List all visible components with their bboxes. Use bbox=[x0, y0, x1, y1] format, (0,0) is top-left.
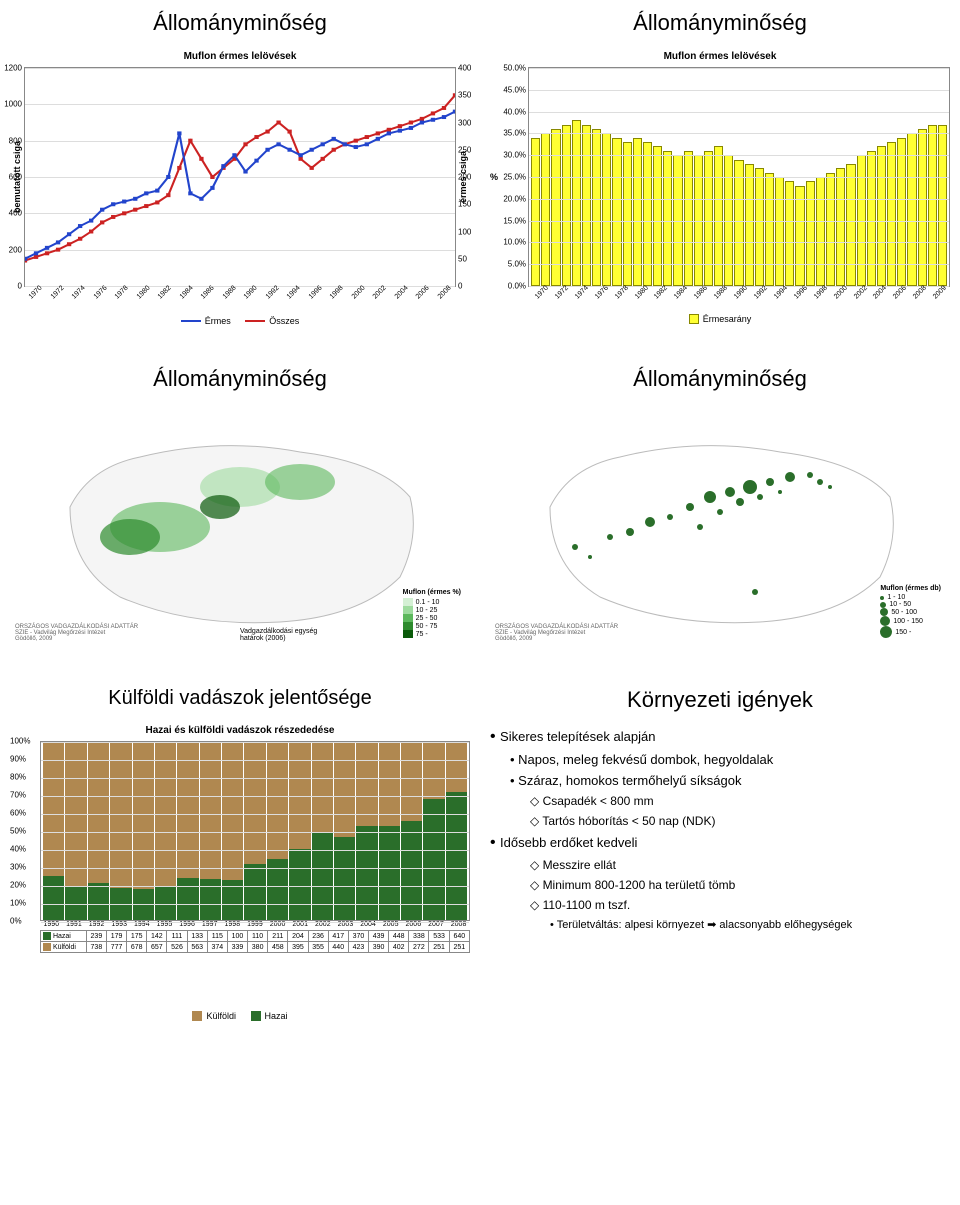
legend-label: Érmesarány bbox=[703, 314, 752, 324]
chart-subtitle: Hazai és külföldi vadászok részededése bbox=[10, 725, 470, 736]
legend-osszes: Összes bbox=[245, 316, 299, 326]
bullet-item: Messzire ellát bbox=[490, 858, 950, 872]
map-credit: ORSZÁGOS VADGAZDÁLKODÁSI ADATTÁR SZIE - … bbox=[15, 624, 138, 642]
bullet-item: Területváltás: alpesi környezet ➡ alacso… bbox=[490, 918, 950, 931]
bullet-item: Napos, meleg fekvésű dombok, hegyoldalak bbox=[490, 752, 950, 767]
bullet-item: Sikeres telepítések alapján bbox=[490, 728, 950, 746]
bullet-item: Idősebb erdőket kedveli bbox=[490, 834, 950, 852]
y-right-label: érmes csiga bbox=[456, 67, 470, 287]
stacked-bars bbox=[40, 741, 470, 921]
bar-legend: Érmesarány bbox=[490, 314, 950, 326]
bar-chart: % 0.0%5.0%10.0%15.0%20.0%25.0%30.0%35.0%… bbox=[490, 67, 950, 287]
stacked-legend: Külföldi Hazai bbox=[10, 1011, 470, 1023]
bullet-item: Száraz, homokos termőhelyű síkságok bbox=[490, 773, 950, 788]
legend-square-hazai bbox=[251, 1011, 261, 1021]
panel-title: Állományminőség bbox=[10, 366, 470, 392]
legend-hazai: Hazai bbox=[251, 1011, 288, 1021]
map-legend-title: Muflon (érmes %) bbox=[403, 589, 461, 596]
legend-label-ermes: Érmes bbox=[205, 316, 231, 326]
bullet-list: Sikeres telepítések alapján Napos, meleg … bbox=[490, 728, 950, 931]
bullet-item: Tartós hóborítás < 50 nap (NDK) bbox=[490, 814, 950, 828]
map-legend: Muflon (érmes %) 0.1 - 1010 - 2525 - 505… bbox=[399, 585, 465, 642]
panel-map-choropleth: Állományminőség ORSZÁGOS VADGAZDÁLKODÁSI… bbox=[10, 366, 470, 647]
row-2: Állományminőség ORSZÁGOS VADGAZDÁLKODÁSI… bbox=[10, 366, 950, 647]
line-x-labels: 1970197219741976197819801982198419861988… bbox=[25, 289, 455, 296]
bullet-item: Minimum 800-1200 ha területű tömb bbox=[490, 878, 950, 892]
panel-title: Külföldi vadászok jelentősége bbox=[10, 687, 470, 710]
panel-bullets: Környezeti igények Sikeres telepítések a… bbox=[490, 687, 950, 1023]
legend-line-ermes bbox=[181, 320, 201, 322]
legend-ermes: Érmes bbox=[181, 316, 231, 326]
map-legend-title: Muflon (érmes db) bbox=[880, 585, 941, 592]
map-sublegend: Vadgazdálkodási egység határok (2006) bbox=[240, 628, 317, 642]
line-legend: Érmes Összes bbox=[10, 314, 470, 326]
panel-map-dots: Állományminőség ORSZÁGOS VADGAZDÁLKODÁSI… bbox=[490, 366, 950, 647]
bar-chart-area: 0.0%5.0%10.0%15.0%20.0%25.0%30.0%35.0%40… bbox=[528, 67, 950, 287]
bullet-item: Csapadék < 800 mm bbox=[490, 794, 950, 808]
legend-label-kulfoldi: Külföldi bbox=[206, 1011, 236, 1021]
bar-x-labels: 1970197219741976197819801982198419861988… bbox=[532, 289, 950, 296]
bullets-title: Környezeti igények bbox=[490, 687, 950, 713]
panel-stacked-chart: Külföldi vadászok jelentősége Hazai és k… bbox=[10, 687, 470, 1023]
map-credit: ORSZÁGOS VADGAZDÁLKODÁSI ADATTÁR SZIE - … bbox=[495, 624, 618, 642]
chart-subtitle: Muflon érmes lelövések bbox=[490, 51, 950, 62]
legend-label-osszes: Összes bbox=[269, 316, 299, 326]
row-1: Állományminőség Muflon érmes lelövések b… bbox=[10, 10, 950, 326]
legend-square-kulfoldi bbox=[192, 1011, 202, 1021]
legend-square bbox=[689, 314, 699, 324]
map-legend: Muflon (érmes db) 1 - 1010 - 5050 - 1001… bbox=[876, 581, 945, 642]
bullet-item: 110-1100 m tszf. bbox=[490, 898, 950, 912]
map-choropleth: ORSZÁGOS VADGAZDÁLKODÁSI ADATTÁR SZIE - … bbox=[10, 407, 470, 647]
panel-title: Állományminőség bbox=[490, 366, 950, 392]
line-chart: bemutatott csiga 02004006008001000120005… bbox=[10, 67, 470, 287]
legend-ermesarany: Érmesarány bbox=[689, 314, 752, 324]
line-chart-area: 0200400600800100012000501001502002503003… bbox=[24, 67, 456, 287]
panel-title: Állományminőség bbox=[10, 10, 470, 36]
data-table: Hazai23917917514211113311510011021120423… bbox=[40, 930, 470, 953]
legend-kulfoldi: Külföldi bbox=[192, 1011, 236, 1021]
chart-subtitle: Muflon érmes lelövések bbox=[10, 51, 470, 62]
legend-label-hazai: Hazai bbox=[265, 1011, 288, 1021]
map-dots: ORSZÁGOS VADGAZDÁLKODÁSI ADATTÁR SZIE - … bbox=[490, 407, 950, 647]
panel-title: Állományminőség bbox=[490, 10, 950, 36]
panel-line-chart: Állományminőség Muflon érmes lelövések b… bbox=[10, 10, 470, 326]
stacked-chart: 0%10%20%30%40%50%60%70%80%90%100% 199019… bbox=[10, 741, 470, 961]
panel-bar-chart: Állományminőség Muflon érmes lelövések %… bbox=[490, 10, 950, 326]
row-3: Külföldi vadászok jelentősége Hazai és k… bbox=[10, 687, 950, 1023]
legend-line-osszes bbox=[245, 320, 265, 322]
